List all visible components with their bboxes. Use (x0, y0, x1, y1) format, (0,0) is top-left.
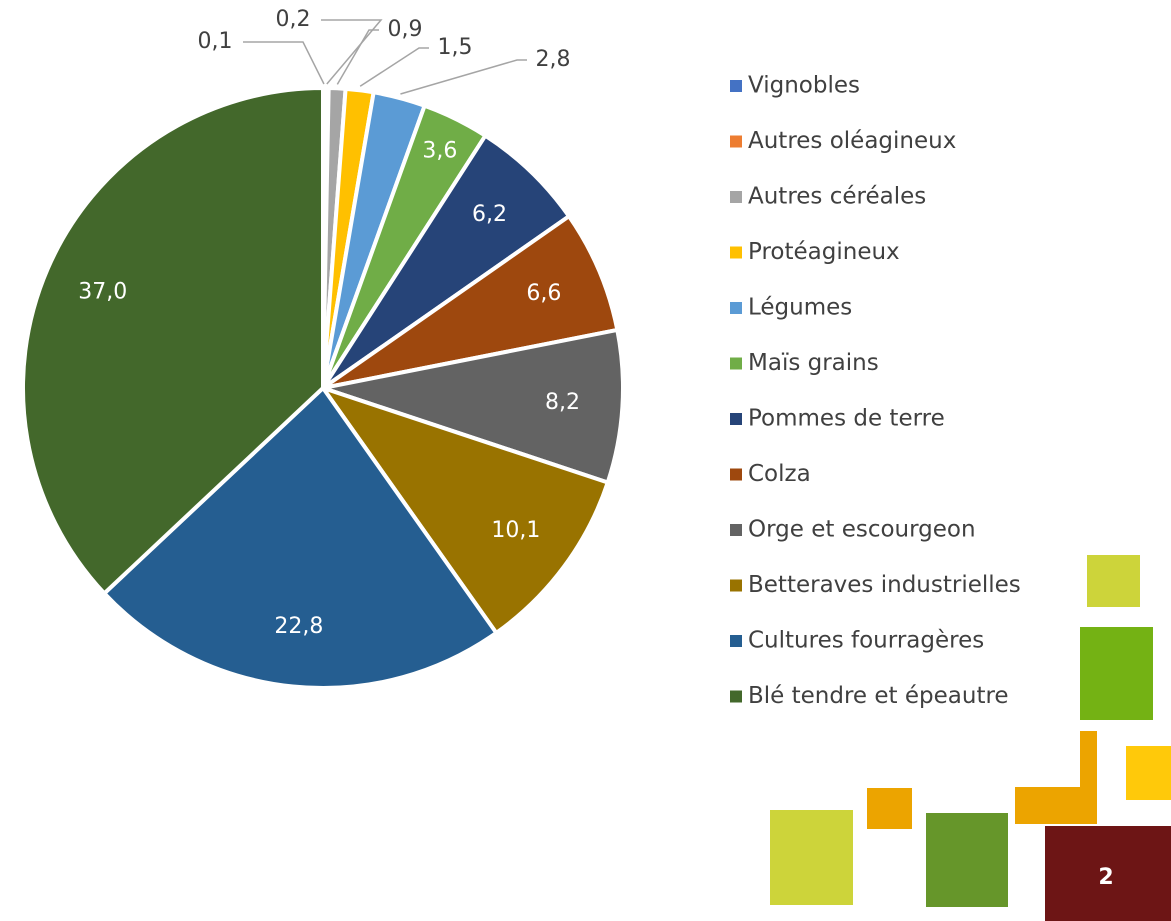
legend-swatch (730, 468, 742, 481)
data-label: 0,9 (388, 17, 423, 42)
legend-swatch (730, 413, 742, 425)
legend-swatch (730, 635, 742, 647)
legend-label: Légumes (748, 295, 852, 321)
legend-label: Autres céréales (748, 184, 926, 210)
deco-square (1126, 746, 1171, 800)
legend-label: Protéagineux (748, 239, 900, 265)
pie-slice (101, 384, 500, 690)
deco-square (867, 788, 912, 829)
legend-swatch (730, 302, 742, 314)
legend-label: Blé tendre et épeautre (748, 683, 1009, 709)
legend-swatch (730, 246, 742, 259)
pie-slice (317, 384, 611, 636)
data-label: 2,8 (536, 47, 571, 72)
legend-label: Cultures fourragères (748, 628, 984, 654)
leader-line (336, 29, 379, 85)
legend-label: Betteraves industrielles (748, 572, 1021, 598)
data-label: 37,0 (78, 280, 127, 305)
data-label: 1,5 (438, 35, 473, 60)
legend-swatch (730, 357, 742, 370)
deco-square (1087, 555, 1140, 607)
data-label: 3,6 (422, 138, 457, 163)
page-box (1045, 826, 1171, 921)
page-number: 2 (1098, 865, 1113, 890)
deco-square (770, 810, 853, 905)
deco-square (1080, 627, 1153, 720)
legend-swatch (730, 579, 742, 592)
data-label: 8,2 (545, 390, 580, 415)
deco-square (1015, 787, 1097, 824)
data-label: 0,1 (198, 29, 233, 54)
legend-swatch (730, 135, 742, 148)
legend-label: Maïs grains (748, 350, 879, 376)
pie-slice (315, 327, 625, 486)
legend-swatch (730, 524, 742, 536)
legend-label: Pommes de terre (748, 406, 945, 432)
legend-swatch (730, 80, 742, 92)
legend-label: Autres oléagineux (748, 128, 956, 154)
legend-label: Colza (748, 461, 811, 487)
leader-line (321, 19, 383, 85)
leader-line (400, 59, 527, 95)
leader-line (243, 41, 325, 85)
data-label: 6,2 (472, 202, 507, 227)
legend-label: Vignobles (748, 73, 860, 99)
legend-swatch (730, 191, 742, 203)
data-label: 6,6 (526, 281, 561, 306)
deco-square (926, 813, 1008, 907)
legend-label: Orge et escourgeon (748, 517, 976, 543)
decoration: 2 (770, 555, 1171, 921)
data-label: 0,2 (276, 7, 311, 32)
pie-slice (21, 85, 325, 597)
data-label: 10,1 (491, 518, 540, 543)
pie-slice (321, 213, 620, 390)
pie-slice (321, 132, 572, 390)
legend-swatch (730, 690, 742, 703)
leader-line (359, 47, 429, 87)
data-label: 22,8 (274, 614, 323, 639)
